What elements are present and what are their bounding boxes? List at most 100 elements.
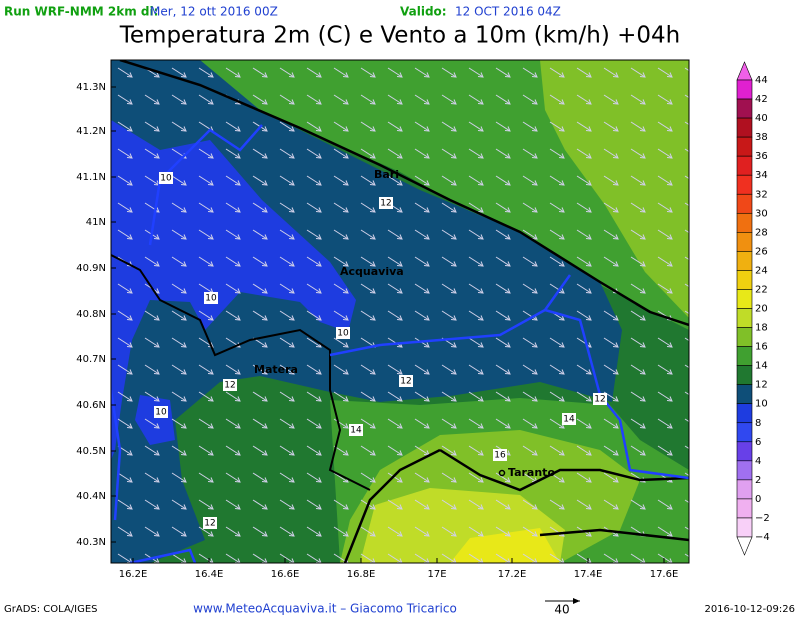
wind-arrow-head bbox=[369, 72, 376, 78]
wind-arrow-head bbox=[180, 504, 187, 510]
wind-arrow bbox=[171, 94, 187, 105]
wind-arrow bbox=[657, 148, 673, 159]
colorbar-label: 20 bbox=[755, 304, 768, 315]
wind-arrow-head bbox=[639, 396, 646, 402]
wind-arrow-head bbox=[666, 342, 673, 348]
wind-arrow bbox=[684, 499, 689, 504]
wind-arrow bbox=[495, 472, 511, 483]
wind-arrow-head bbox=[315, 72, 322, 78]
wind-arrow bbox=[684, 553, 689, 558]
wind-arrow-head bbox=[207, 153, 214, 159]
wind-arrow-head bbox=[612, 504, 619, 510]
wind-arrow-head bbox=[342, 315, 349, 321]
colorbar-swatch bbox=[736, 460, 753, 481]
wind-arrow bbox=[603, 256, 619, 267]
wind-arrow bbox=[630, 121, 646, 132]
colorbar-label: −2 bbox=[755, 513, 770, 524]
wind-arrow-head bbox=[558, 153, 565, 159]
wind-arrow-head bbox=[504, 342, 511, 348]
wind-arrow bbox=[522, 148, 538, 159]
wind-arrow-head bbox=[342, 261, 349, 267]
region-border bbox=[111, 254, 371, 491]
wind-arrow bbox=[630, 337, 646, 348]
wind-arrow bbox=[198, 229, 214, 240]
wind-arrow-head bbox=[694, 478, 699, 483]
wind-arrow bbox=[198, 418, 214, 429]
run-label: Run WRF-NMM 2km di: bbox=[4, 5, 158, 19]
wind-arrow bbox=[225, 364, 241, 375]
wind-arrow bbox=[117, 202, 133, 213]
wind-arrow-head bbox=[369, 234, 376, 240]
wind-arrow-head bbox=[585, 396, 592, 402]
wind-arrow bbox=[549, 364, 565, 375]
contour-label-box bbox=[223, 379, 237, 391]
wind-arrow bbox=[279, 553, 295, 563]
wind-arrow bbox=[495, 337, 511, 348]
wind-arrow bbox=[306, 445, 322, 456]
lat-label: 40.9N bbox=[76, 263, 106, 274]
wind-arrow bbox=[684, 391, 689, 396]
wind-arrow bbox=[360, 310, 376, 321]
field bbox=[450, 528, 560, 563]
wind-arrow bbox=[468, 472, 484, 483]
wind-arrow bbox=[468, 94, 484, 105]
wind-arrow-head bbox=[694, 289, 699, 294]
wind-arrow bbox=[252, 229, 268, 240]
wind-arrow-head bbox=[450, 234, 457, 240]
colorbar-label: 26 bbox=[755, 246, 768, 257]
wind-arrow-head bbox=[477, 153, 484, 159]
wind-arrow-head bbox=[315, 450, 322, 456]
wind-arrow-head bbox=[639, 342, 646, 348]
wind-arrow bbox=[468, 202, 484, 213]
coastline bbox=[119, 60, 689, 327]
wind-arrow bbox=[468, 121, 484, 132]
wind-arrow bbox=[684, 337, 689, 342]
coastline bbox=[539, 528, 689, 542]
wind-arrow bbox=[441, 391, 457, 402]
wind-arrow bbox=[576, 283, 592, 294]
wind-arrow-head bbox=[531, 369, 538, 375]
wind-arrow bbox=[117, 472, 133, 483]
wind-arrow-head bbox=[423, 531, 430, 537]
colorbar-swatch bbox=[736, 117, 753, 138]
wind-arrow bbox=[252, 472, 268, 483]
wind-arrow bbox=[549, 526, 565, 537]
wind-arrow bbox=[279, 94, 295, 105]
wind-arrow bbox=[414, 553, 430, 563]
wind-arrow bbox=[495, 499, 511, 510]
wind-arrow-head bbox=[612, 126, 619, 132]
wind-arrow-head bbox=[585, 153, 592, 159]
wind-arrow bbox=[414, 67, 430, 78]
wind-arrow bbox=[684, 526, 689, 531]
wind-arrow bbox=[306, 526, 322, 537]
wind-arrow-head bbox=[558, 261, 565, 267]
wind-arrow bbox=[306, 121, 322, 132]
wind-arrow-head bbox=[288, 315, 295, 321]
wind-arrow bbox=[603, 175, 619, 186]
wind-arrow-head bbox=[261, 207, 268, 213]
wind-arrow-head bbox=[342, 180, 349, 186]
wind-arrow-head bbox=[666, 396, 673, 402]
wind-arrow-head bbox=[369, 153, 376, 159]
colorbar-swatch bbox=[736, 479, 753, 500]
wind-arrow-head bbox=[423, 504, 430, 510]
wind-arrow-head bbox=[234, 504, 241, 510]
field bbox=[540, 60, 689, 318]
wind-arrow-head bbox=[342, 342, 349, 348]
contour-label: 12 bbox=[400, 377, 411, 387]
contour-label: 14 bbox=[350, 426, 362, 436]
wind-arrow-head bbox=[558, 477, 565, 483]
wind-arrow-head bbox=[558, 315, 565, 321]
wind-arrow-head bbox=[342, 99, 349, 105]
wind-arrow bbox=[441, 310, 457, 321]
coastline bbox=[343, 448, 441, 563]
colorbar-label: 8 bbox=[755, 418, 761, 429]
place-label: Taranto bbox=[508, 466, 555, 479]
wind-arrow bbox=[495, 229, 511, 240]
wind-arrow-head bbox=[180, 423, 187, 429]
wind-arrow bbox=[414, 391, 430, 402]
colorbar-swatch bbox=[736, 289, 753, 309]
wind-arrow-head bbox=[423, 99, 430, 105]
wind-arrow-head bbox=[639, 423, 646, 429]
